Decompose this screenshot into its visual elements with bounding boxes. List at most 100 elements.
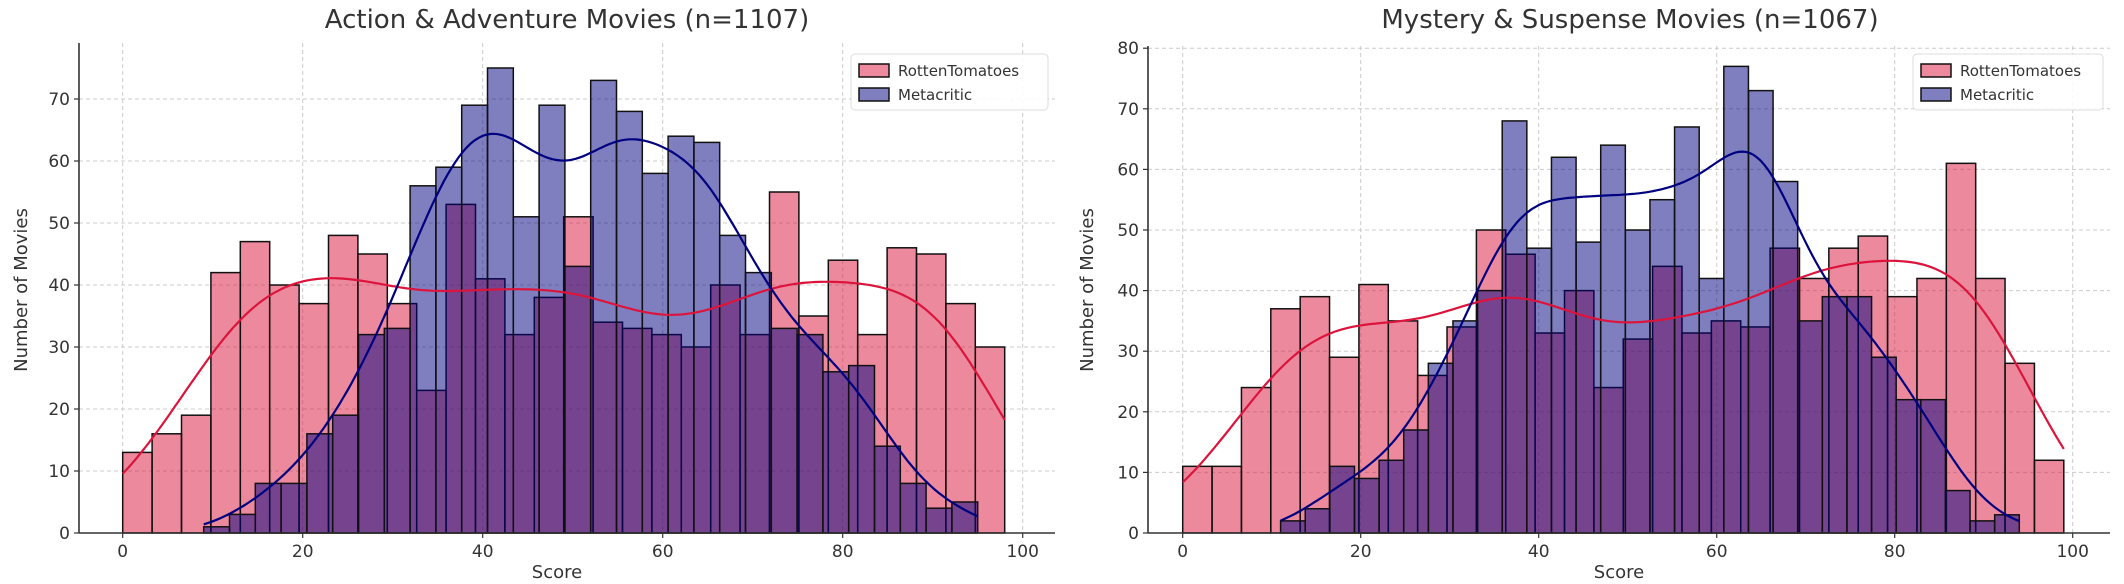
x-tick-label: 0	[117, 542, 128, 562]
bar-metacritic	[1870, 356, 1897, 534]
bar-metacritic	[1575, 241, 1602, 534]
legend-label-metacritic: Metacritic	[1960, 86, 2034, 104]
x-tick-label: 60	[1706, 542, 1728, 562]
bar-metacritic	[1747, 89, 1774, 534]
bar-rottentomatoes	[210, 271, 242, 534]
bar-metacritic	[1624, 229, 1651, 534]
legend-swatch-metacritic	[858, 87, 890, 102]
bar-metacritic	[693, 141, 721, 534]
bar-metacritic	[1796, 320, 1824, 534]
bar-metacritic	[770, 327, 798, 534]
x-tick-label: 80	[1884, 542, 1906, 562]
bar-metacritic	[1993, 514, 2021, 534]
bar-metacritic	[357, 333, 386, 534]
bar-metacritic	[1772, 180, 1799, 534]
bar-metacritic	[1402, 429, 1430, 534]
bar-metacritic	[1353, 477, 1380, 534]
bar-metacritic	[718, 234, 747, 534]
legend-label-rottentomatoes: RottenTomatoes	[1960, 62, 2081, 80]
bar-rottentomatoes	[1945, 162, 1977, 534]
y-tick-label: 40	[1117, 282, 1139, 302]
bar-metacritic	[1649, 198, 1676, 534]
bar-metacritic	[1599, 144, 1627, 534]
kde-line-metacritic	[203, 132, 979, 526]
y-tick-label: 20	[48, 400, 70, 420]
bar-metacritic	[409, 185, 437, 534]
legend-label-metacritic: Metacritic	[898, 86, 972, 104]
bar-rottentomatoes	[151, 433, 183, 534]
y-axis-label: Number of Movies	[1077, 208, 1098, 372]
bar-metacritic	[1526, 247, 1553, 534]
legend-swatch-metacritic	[1920, 87, 1952, 102]
x-tick-label: 20	[1350, 542, 1372, 562]
bar-metacritic	[1846, 295, 1873, 534]
y-tick-label: 70	[1117, 100, 1139, 120]
y-tick-label: 40	[48, 276, 70, 296]
y-tick-label: 30	[1117, 342, 1139, 362]
y-tick-label: 0	[1128, 524, 1139, 544]
bar-metacritic	[280, 482, 308, 534]
bar-rottentomatoes	[2033, 459, 2065, 534]
y-tick-label: 20	[1117, 403, 1139, 423]
chart-title: Action & Adventure Movies (n=1107)	[325, 5, 809, 35]
kde-line-metacritic	[1280, 150, 2020, 523]
bar-metacritic	[667, 135, 695, 534]
bar-metacritic	[435, 166, 463, 534]
bar-rottentomatoes	[974, 346, 1006, 534]
bar-metacritic	[899, 482, 927, 534]
legend-swatch-rottentomatoes	[858, 63, 890, 78]
x-axis-label: Score	[532, 562, 582, 583]
bar-metacritic	[1944, 489, 1971, 534]
legend: RottenTomatoes Metacritic	[850, 53, 1049, 111]
bar-metacritic	[306, 433, 334, 534]
legend-frame	[1912, 53, 2104, 111]
bar-metacritic	[564, 265, 592, 534]
bar-metacritic	[1920, 398, 1947, 534]
bar-rottentomatoes	[1270, 308, 1301, 534]
bar-metacritic	[383, 327, 411, 534]
x-tick-label: 80	[832, 542, 854, 562]
bar-metacritic	[1698, 277, 1725, 534]
bar-metacritic	[641, 172, 669, 534]
y-tick-label: 10	[1117, 463, 1139, 483]
bar-metacritic	[925, 507, 953, 534]
y-tick-label: 50	[48, 214, 70, 234]
kde-line-rottentomatoes	[1181, 259, 2065, 484]
bar-rottentomatoes	[1181, 465, 1213, 534]
bar-metacritic	[202, 526, 231, 534]
bar-metacritic	[1969, 520, 1996, 534]
bar-rottentomatoes	[121, 451, 153, 534]
y-tick-label: 60	[1117, 160, 1139, 180]
bar-metacritic	[228, 513, 257, 534]
x-axis-label: Score	[1594, 562, 1644, 583]
legend-frame	[850, 53, 1049, 111]
bar-metacritic	[589, 79, 618, 534]
bar-metacritic	[1329, 465, 1356, 534]
bar-rottentomatoes	[180, 414, 212, 534]
bar-metacritic	[254, 482, 282, 534]
chart-title: Mystery & Suspense Movies (n=1067)	[1381, 5, 1878, 35]
x-tick-label: 100	[2056, 542, 2088, 562]
bar-metacritic	[796, 333, 824, 534]
bar-metacritic	[1673, 126, 1700, 534]
bar-metacritic	[1279, 520, 1306, 534]
legend-swatch-rottentomatoes	[1920, 63, 1952, 78]
bar-rottentomatoes	[1211, 465, 1243, 534]
x-tick-label: 20	[292, 542, 314, 562]
bar-metacritic	[744, 271, 773, 534]
bar-metacritic	[1476, 289, 1503, 534]
bar-metacritic	[460, 104, 489, 534]
legend-label-rottentomatoes: RottenTomatoes	[898, 62, 1019, 80]
bar-metacritic	[1452, 320, 1479, 534]
x-tick-label: 60	[652, 542, 674, 562]
bar-metacritic	[951, 501, 979, 534]
y-axis-label: Number of Movies	[11, 208, 32, 372]
bar-rottentomatoes	[1299, 295, 1331, 534]
y-tick-label: 50	[1117, 221, 1139, 241]
kde-line-rottentomatoes	[121, 277, 1006, 475]
chart-mystery-suspense: 0 20 40 60 80 100 0 10 20 30 40 50 60 70 80 Mystery & S…	[1077, 5, 2110, 583]
bar-metacritic	[1895, 398, 1922, 534]
bar-metacritic	[1501, 120, 1528, 534]
bar-metacritic	[1821, 295, 1848, 534]
